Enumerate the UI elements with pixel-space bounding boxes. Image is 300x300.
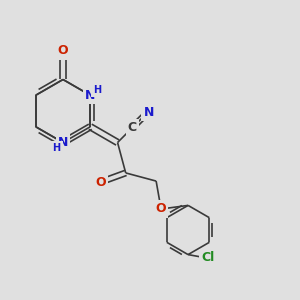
Text: N: N <box>143 106 154 119</box>
Text: H: H <box>93 85 101 95</box>
Text: O: O <box>95 176 106 189</box>
Text: N: N <box>58 136 68 149</box>
Text: O: O <box>58 44 68 58</box>
Text: O: O <box>156 202 167 215</box>
Text: C: C <box>128 121 137 134</box>
Text: Cl: Cl <box>201 251 214 264</box>
Text: N: N <box>85 89 95 102</box>
Text: H: H <box>52 143 61 153</box>
